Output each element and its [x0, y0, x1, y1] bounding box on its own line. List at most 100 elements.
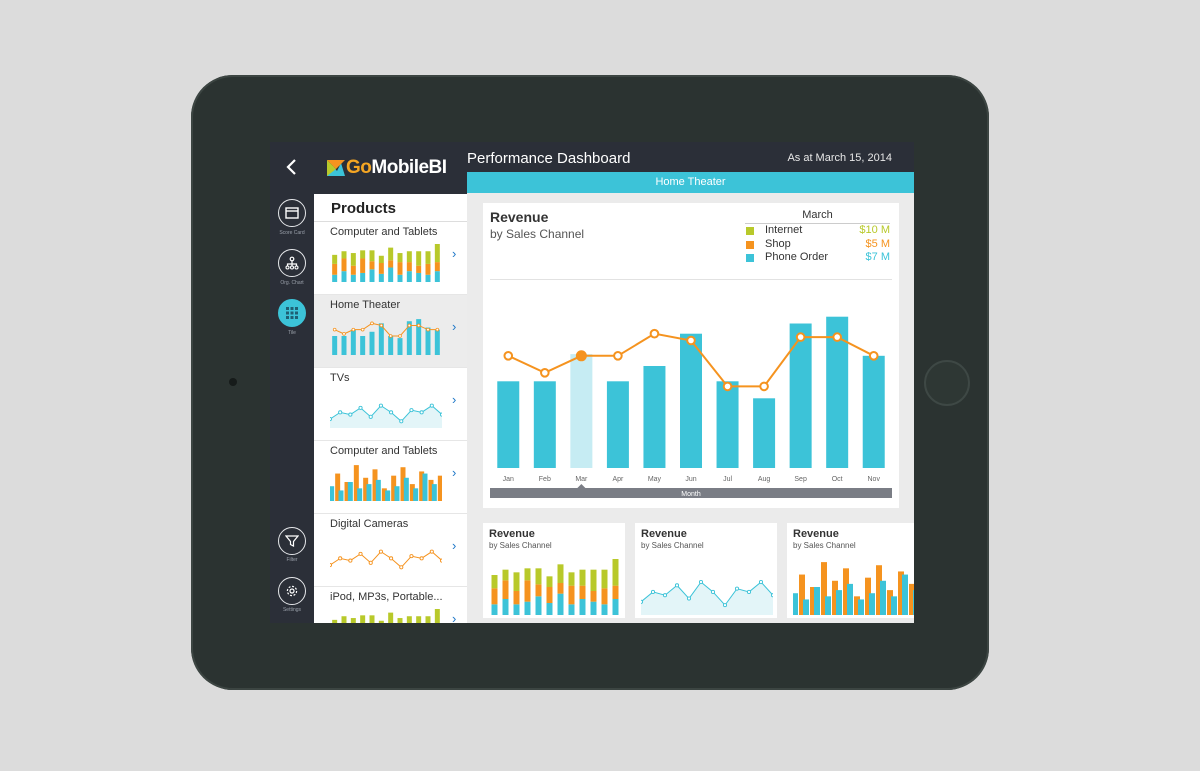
rail-label-org-chart: Org. Chart [280, 280, 304, 286]
thumb-bar [347, 482, 353, 501]
thumb-bar-segment [406, 262, 412, 272]
thumb-bar-segment [388, 612, 394, 623]
small-card-2[interactable]: Revenue by Sales Channel [635, 523, 777, 618]
thumb-bar-segment [416, 616, 422, 623]
settings-button[interactable] [278, 577, 306, 605]
thumb-bar-segment [406, 616, 412, 623]
thumb-bar-segment [378, 263, 384, 274]
thumb-bar [858, 599, 864, 615]
x-tick-aug: Aug [758, 476, 771, 483]
product-item-label: iPod, MP3s, Portable... [330, 591, 443, 603]
thumb-bar-segment [502, 599, 509, 615]
product-item-label: Home Theater [330, 299, 401, 311]
small-card-chart [491, 559, 619, 615]
x-axis-band [490, 488, 892, 498]
thumb-bar [810, 587, 816, 615]
home-button[interactable] [924, 360, 970, 406]
x-tick-sep: Sep [794, 476, 807, 483]
selected-marker [577, 484, 586, 488]
bar-jun [680, 333, 702, 468]
small-card-chart [793, 562, 914, 615]
small-card-3[interactable]: Revenue by Sales Channel [787, 523, 914, 618]
revenue-chart[interactable]: Jan Feb Mar Apr May Jun Jul Aug Sep Oct Nov Month [483, 283, 899, 503]
logo-mark-icon [327, 160, 345, 176]
small-card-subtitle: by Sales Channel [641, 541, 704, 550]
product-item[interactable]: Home Theater › [314, 295, 467, 368]
thumb-bar-segment [416, 272, 422, 282]
product-item[interactable]: Digital Cameras › [314, 514, 467, 587]
legend-swatch [746, 240, 754, 249]
thumb-bar-segment [406, 251, 412, 263]
product-thumbnail-chart [332, 244, 440, 282]
thumb-bar [814, 587, 820, 615]
thumb-bar [369, 331, 375, 355]
thumb-bar-segment [378, 620, 384, 623]
line-point-jul [722, 381, 733, 392]
thumb-bar [836, 590, 842, 615]
chevron-right-icon[interactable]: › [452, 465, 457, 480]
thumb-point [389, 556, 394, 561]
thumb-bar [353, 465, 359, 501]
thumb-bar [865, 577, 871, 615]
scorecard-button[interactable] [278, 199, 306, 227]
thumb-bar-segment [350, 618, 356, 623]
gear-icon [286, 585, 298, 597]
org-chart-button[interactable] [278, 249, 306, 277]
product-thumbnail-chart [332, 319, 440, 355]
thumb-bar-segment [388, 267, 394, 282]
thumb-point [389, 410, 394, 415]
rail-label-settings: Settings [282, 607, 302, 613]
chevron-left-icon[interactable] [285, 158, 299, 176]
thumb-point [332, 327, 337, 332]
small-card-subtitle: by Sales Channel [489, 541, 552, 550]
header-bar: Performance Dashboard As at March 15, 20… [467, 142, 914, 172]
tile-button[interactable] [278, 299, 306, 327]
thumb-bar-segment [557, 564, 564, 583]
bar-mar [570, 354, 593, 468]
thumb-bar-segment [513, 604, 520, 615]
product-item[interactable]: Computer and Tablets › [314, 222, 467, 295]
thumb-bar [375, 479, 381, 501]
thumb-bar [434, 329, 440, 355]
card-divider [490, 279, 892, 280]
rail-label-scorecard: Score Card [279, 230, 305, 236]
thumb-point [435, 327, 440, 332]
product-item[interactable]: Computer and Tablets › [314, 441, 467, 514]
chevron-right-icon[interactable]: › [452, 246, 457, 261]
thumb-bar [366, 484, 372, 501]
thumb-point [746, 589, 752, 594]
product-item[interactable]: iPod, MP3s, Portable... › [314, 587, 467, 623]
thumb-bar [428, 479, 434, 501]
product-item-label: Computer and Tablets [330, 226, 438, 238]
legend-swatch [746, 254, 754, 262]
thumb-point [370, 321, 374, 326]
filter-button[interactable] [278, 527, 306, 555]
thumb-bar-segment [434, 244, 440, 263]
thumb-bar-segment [590, 591, 597, 602]
legend-value: $7 M [865, 251, 890, 263]
thumb-bar-segment [502, 569, 509, 581]
product-item[interactable]: TVs › [314, 368, 467, 441]
products-divider [314, 221, 467, 222]
small-card-1[interactable]: Revenue by Sales Channel [483, 523, 625, 618]
thumb-bar-segment [491, 604, 498, 615]
chevron-right-icon[interactable]: › [452, 611, 457, 623]
thumb-bar [422, 473, 428, 501]
thumb-bar [381, 488, 387, 501]
thumb-bar [887, 590, 893, 615]
product-thumbnail-chart [330, 549, 442, 570]
card-title: Revenue [490, 209, 549, 225]
revenue-main-card: Revenue by Sales Channel March Internet … [483, 203, 899, 508]
thumb-bar [416, 319, 422, 355]
thumb-point [342, 332, 346, 336]
thumb-bar [832, 580, 838, 615]
chevron-right-icon[interactable]: › [452, 538, 457, 553]
thumb-bar-segment [369, 261, 375, 270]
small-card-title: Revenue [489, 528, 535, 540]
legend-value: $5 M [865, 237, 890, 250]
products-title: Products [331, 200, 397, 217]
chevron-right-icon[interactable]: › [452, 319, 457, 334]
bar-feb [533, 381, 556, 468]
chevron-right-icon[interactable]: › [452, 392, 457, 407]
x-tick-jul: Jul [723, 476, 732, 483]
